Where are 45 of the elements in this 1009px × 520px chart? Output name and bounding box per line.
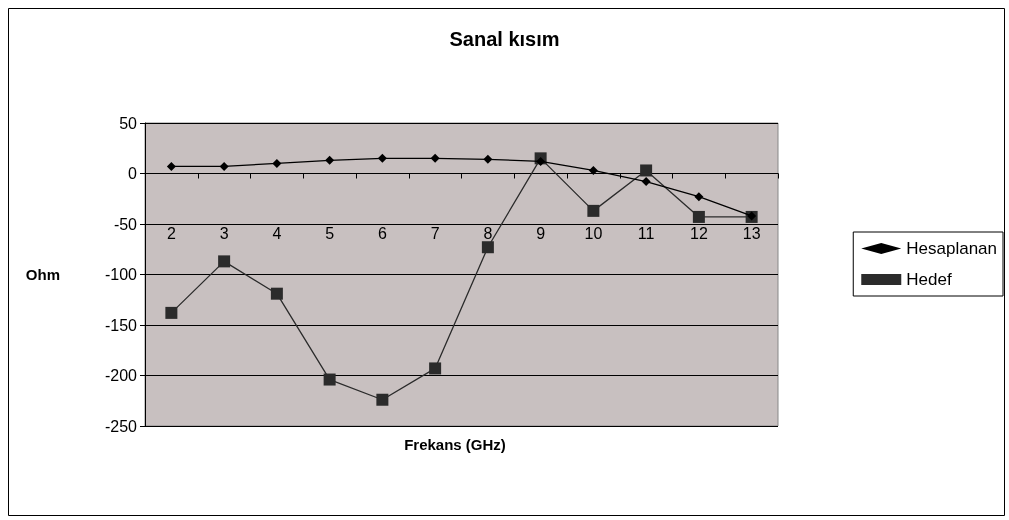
- x-tick-label: 6: [377, 225, 387, 242]
- point: [376, 393, 389, 406]
- point: [483, 154, 493, 164]
- x-tick-label: 13: [742, 225, 761, 242]
- x-tick-label: 4: [272, 225, 282, 242]
- x-tick-label: 2: [166, 225, 176, 242]
- x-tick-label: 11: [637, 225, 655, 242]
- x-tick-label: 3: [219, 225, 229, 242]
- point: [640, 164, 653, 177]
- point: [430, 153, 440, 163]
- point: [218, 255, 231, 268]
- y-tick-label: -50: [113, 215, 138, 233]
- y-tick-label: -200: [104, 367, 138, 384]
- chart-title: Sanal kısım: [449, 28, 560, 50]
- point: [377, 153, 387, 163]
- point: [166, 161, 176, 171]
- legend-label: Hesaplanan: [906, 239, 998, 258]
- point: [270, 287, 283, 300]
- point: [694, 192, 704, 202]
- x-axis-title: Frekans (GHz): [404, 436, 506, 453]
- point: [323, 373, 336, 386]
- point: [587, 204, 600, 217]
- x-tick-label: 5: [325, 225, 335, 242]
- point: [429, 362, 442, 375]
- y-tick-label: 0: [128, 165, 138, 182]
- point: [692, 210, 705, 223]
- point: [641, 177, 651, 187]
- y-tick-label: -250: [104, 417, 138, 435]
- x-tick-label: 7: [430, 225, 440, 242]
- y-tick-label: 50: [119, 114, 138, 132]
- point: [165, 306, 178, 319]
- x-tick-label: 12: [689, 225, 708, 242]
- x-tick-label: 9: [536, 225, 546, 242]
- y-tick-label: -100: [104, 266, 138, 283]
- point: [219, 161, 229, 171]
- point: [325, 155, 335, 165]
- point: [588, 165, 598, 175]
- point: [536, 156, 546, 166]
- x-tick-label: 10: [584, 225, 603, 242]
- point: [481, 241, 494, 254]
- legend-label: Hedef: [906, 270, 952, 289]
- x-tick-label: 8: [483, 225, 493, 242]
- point: [272, 158, 282, 168]
- y-axis-title: Ohm: [25, 266, 60, 283]
- y-tick-label: -150: [104, 316, 138, 334]
